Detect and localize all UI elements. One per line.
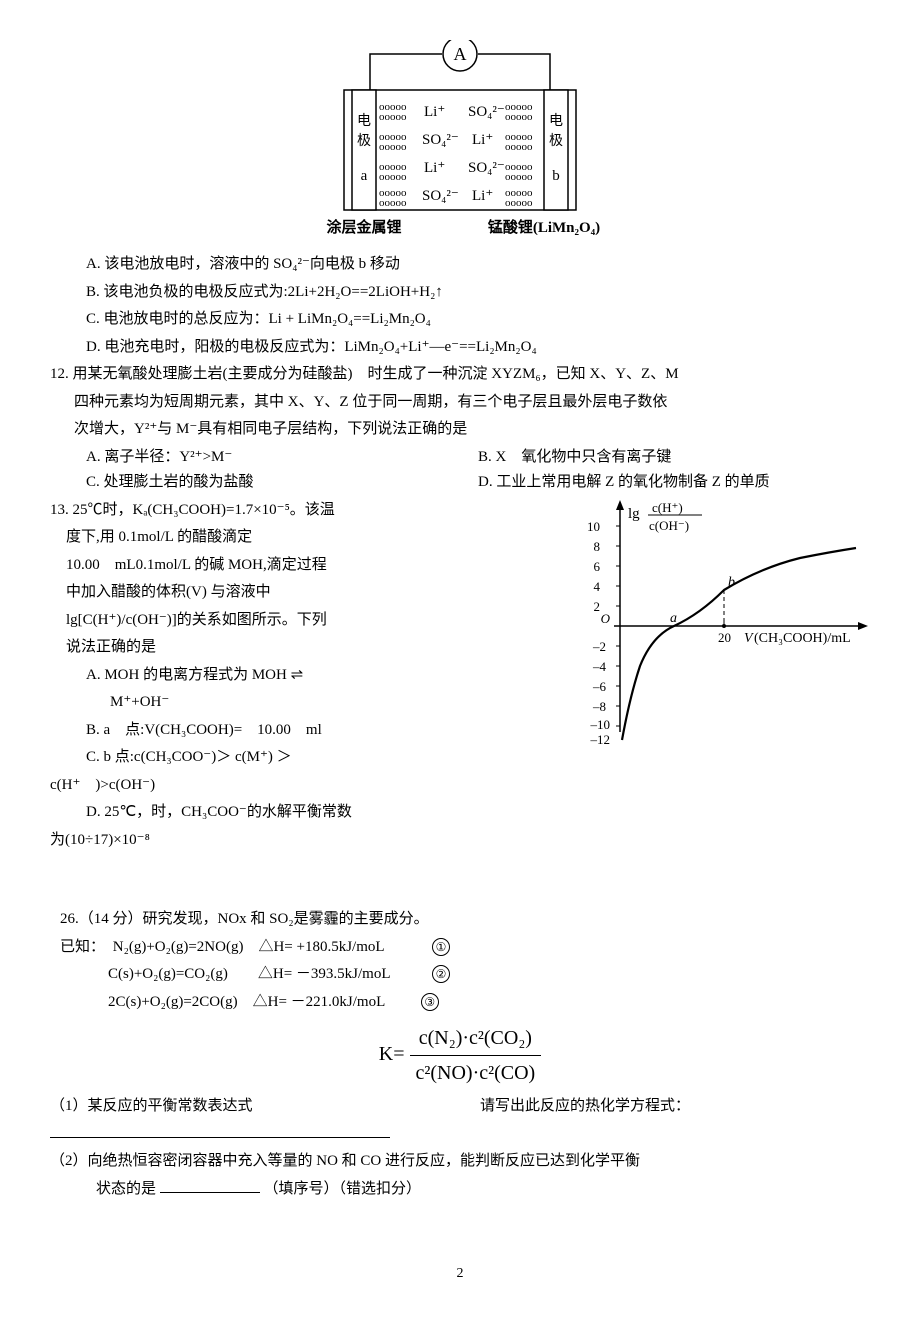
svg-text:ooooo: ooooo	[379, 141, 407, 153]
svg-text:ooooo: ooooo	[379, 197, 407, 209]
svg-text:SO₄²⁻: SO₄²⁻	[422, 188, 459, 204]
q26-part1a: （1）某反应的平衡常数表达式	[50, 1098, 253, 1114]
q26-eq1: N₂(g)+O₂(g)=2NO(g) △H= +180.5kJ/moL	[113, 939, 385, 955]
svg-text:–2: –2	[592, 639, 606, 654]
svg-text:–12: –12	[590, 732, 611, 746]
q13-stem-5: lg[C(H⁺)/c(OH⁻)]的关系如图所示。下列	[50, 608, 558, 634]
q11-opt-c: C. 电池放电时的总反应为：Li + LiMn₂O₄==Li₂Mn₂O₄	[50, 307, 870, 333]
q26-part1-blank	[50, 1122, 870, 1148]
q26-eq3-num: ③	[421, 993, 439, 1011]
svg-text:O: O	[601, 611, 611, 626]
q12-opts-row1: A. 离子半径：Y²⁺>M⁻ B. X 氧化物中只含有离子键	[50, 445, 870, 471]
q13-stem-6: 说法正确的是	[50, 635, 558, 661]
svg-text:8: 8	[594, 539, 601, 554]
q26-eq3: 2C(s)+O₂(g)=2CO(g) △H= －221.0kJ/moL	[108, 994, 385, 1010]
q26-k-expression: K= c(N₂)·c²(CO₂)c²(NO)·c²(CO)	[50, 1021, 870, 1090]
svg-text:c(OH⁻): c(OH⁻)	[649, 518, 689, 533]
q12-opt-c: C. 处理膨土岩的酸为盐酸	[86, 470, 478, 496]
q12-opt-b: B. X 氧化物中只含有离子键	[478, 445, 870, 471]
svg-text:电: 电	[357, 113, 371, 129]
q12-opts-row2: C. 处理膨土岩的酸为盐酸 D. 工业上常用电解 Z 的氧化物制备 Z 的单质	[50, 470, 870, 496]
battery-diagram: A 电 极 a 电 极 b ooooo ooooo ooooo ooooo oooo…	[300, 40, 620, 246]
svg-text:–6: –6	[592, 679, 607, 694]
svg-text:SO₄²⁻: SO₄²⁻	[422, 132, 459, 148]
svg-text:–8: –8	[592, 699, 606, 714]
svg-text:b: b	[728, 575, 735, 590]
q26-title: 26.（14 分）研究发现，NOx 和 SO₂是雾霾的主要成分。	[50, 907, 870, 933]
svg-text:涂层金属锂: 涂层金属锂	[326, 218, 401, 236]
q13-stem-1: 13. 25℃时，Kₐ(CH₃COOH)=1.7×10⁻⁵。该温	[50, 498, 558, 524]
q12-opt-d: D. 工业上常用电解 Z 的氧化物制备 Z 的单质	[478, 470, 870, 496]
svg-text:ooooo: ooooo	[379, 111, 407, 123]
svg-text:ooooo: ooooo	[505, 111, 533, 123]
q12-opt-a: A. 离子半径：Y²⁺>M⁻	[86, 445, 478, 471]
svg-text:Li⁺: Li⁺	[472, 132, 493, 148]
q26-part2a: （2）向绝热恒容密闭容器中充入等量的 NO 和 CO 进行反应，能判断反应已达到…	[50, 1149, 870, 1175]
svg-text:10: 10	[587, 519, 600, 534]
q26-part2b: 状态的是	[96, 1181, 156, 1197]
svg-text:极: 极	[549, 133, 563, 149]
q26-eq2-row: C(s)+O₂(g)=CO₂(g) △H= －393.5kJ/moL ②	[50, 962, 870, 988]
q13-opt-c2: c(H⁺ )>c(OH⁻)	[50, 773, 558, 799]
svg-text:锰酸锂(LiMn₂O₄): 锰酸锂(LiMn₂O₄)	[488, 218, 600, 236]
svg-text:lg: lg	[628, 506, 640, 522]
svg-text:A: A	[454, 44, 467, 64]
svg-text:6: 6	[594, 559, 601, 574]
q13-opt-d1: D. 25℃，时，CH₃COO⁻的水解平衡常数	[50, 800, 558, 826]
q13-opt-a1: A. MOH 的电离方程式为 MOH ⇌	[50, 663, 558, 689]
svg-text:SO₄²⁻: SO₄²⁻	[468, 160, 505, 176]
svg-text:Li⁺: Li⁺	[424, 160, 445, 176]
q13-stem-4: 中加入醋酸的体积(V) 与溶液中	[50, 580, 558, 606]
q12-stem-line1: 12. 用某无氧酸处理膨土岩(主要成分为硅酸盐) 时生成了一种沉淀 XYZM₆，…	[50, 362, 870, 388]
page-number: 2	[50, 1262, 870, 1286]
svg-text:a: a	[361, 168, 368, 184]
q26-eq2-num: ②	[432, 965, 450, 983]
q26-part2-blank	[160, 1177, 260, 1193]
q26-part1b: 请写出此反应的热化学方程式：	[480, 1098, 690, 1114]
q11-figure: A 电 极 a 电 极 b ooooo ooooo ooooo ooooo oooo…	[50, 40, 870, 246]
svg-text:b: b	[552, 168, 560, 184]
q13-opt-a2: M⁺+OH⁻	[50, 690, 558, 716]
q26-part2-row: 状态的是 （填序号）（错选扣分）	[50, 1177, 870, 1203]
svg-text:4: 4	[594, 579, 601, 594]
q26-eq2: C(s)+O₂(g)=CO₂(g) △H= －393.5kJ/moL	[108, 966, 391, 982]
svg-text:ooooo: ooooo	[505, 171, 533, 183]
svg-text:电: 电	[549, 113, 563, 129]
q13-stem-3: 10.00 mL0.1mol/L 的碱 MOH,滴定过程	[50, 553, 558, 579]
q11-opt-b: B. 该电池负极的电极反应式为:2Li+2H₂O==2LiOH+H₂↑	[50, 280, 870, 306]
svg-text:–4: –4	[592, 659, 607, 674]
svg-text:c(H⁺): c(H⁺)	[652, 500, 683, 515]
q26-part1-row: （1）某反应的平衡常数表达式 请写出此反应的热化学方程式：	[50, 1094, 870, 1120]
svg-text:极: 极	[357, 133, 371, 149]
q26-k-den: c²(NO)·c²(CO)	[410, 1056, 542, 1090]
q13-opt-b: B. a 点:V(CH₃COOH)= 10.00 ml	[50, 718, 558, 744]
q13-opt-c1: C. b 点:c(CH₃COO⁻)＞ c(M⁺) ＞	[50, 745, 558, 771]
q13-stem-2: 度下,用 0.1mol/L 的醋酸滴定	[50, 525, 558, 551]
svg-text:2: 2	[594, 599, 601, 614]
q26-k-num: c(N₂)·c²(CO₂)	[410, 1021, 542, 1056]
q11-opt-a: A. 该电池放电时，溶液中的 SO₄²⁻向电极 b 移动	[50, 252, 870, 278]
q11-opt-d: D. 电池充电时，阳极的电极反应式为：LiMn₂O₄+Li⁺—e⁻==Li₂Mn…	[50, 335, 870, 361]
svg-text:Li⁺: Li⁺	[424, 104, 445, 120]
q26-eq3-row: 2C(s)+O₂(g)=2CO(g) △H= －221.0kJ/moL ③	[50, 990, 870, 1016]
svg-text:ooooo: ooooo	[379, 171, 407, 183]
q12-stem-line3: 次增大，Y²⁺与 M⁻具有相同电子层结构，下列说法正确的是	[50, 417, 870, 443]
q26-eq1-num: ①	[432, 938, 450, 956]
q13-opt-d2: 为(10÷17)×10⁻⁸	[50, 828, 558, 854]
q26-given-label: 已知：	[60, 939, 105, 955]
svg-text:Li⁺: Li⁺	[472, 188, 493, 204]
svg-text:–10: –10	[590, 717, 611, 732]
q12-stem-line2: 四种元素均为短周期元素，其中 X、Y、Z 位于同一周期，有三个电子层且最外层电子…	[50, 390, 870, 416]
svg-text:a: a	[670, 611, 677, 626]
svg-text:SO₄²⁻: SO₄²⁻	[468, 104, 505, 120]
q26-given-row: 已知： N₂(g)+O₂(g)=2NO(g) △H= +180.5kJ/moL …	[50, 935, 870, 961]
q13-graph: 10 8 6 4 2 O –2 –4 –6 –8 –10 –12 lg c(H⁺…	[570, 496, 870, 756]
svg-text:ooooo: ooooo	[505, 141, 533, 153]
q26-part2c: （填序号）（错选扣分）	[264, 1181, 422, 1197]
svg-text:20: 20	[718, 630, 731, 645]
svg-text:V: V	[744, 631, 754, 646]
svg-text:(CH₃COOH)/mL: (CH₃COOH)/mL	[754, 631, 851, 646]
svg-text:ooooo: ooooo	[505, 197, 533, 209]
